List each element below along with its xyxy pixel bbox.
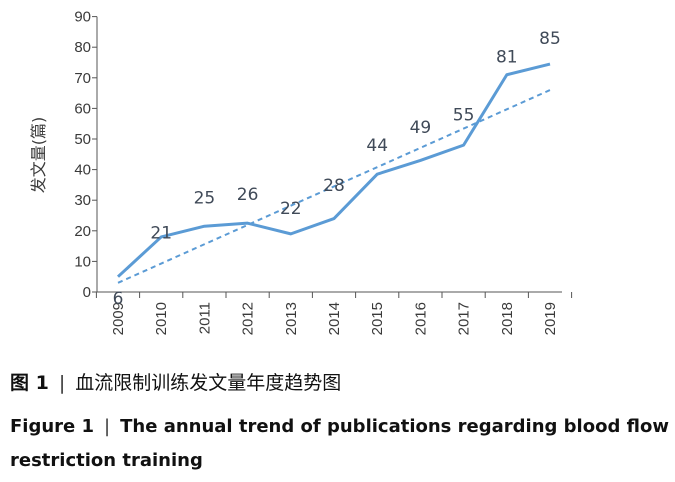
data-label: 55 [453,106,475,126]
data-label: 26 [237,185,259,205]
data-labels: 6 21 25 26 22 28 44 49 55 81 85 [113,29,561,309]
y-tick-label: 40 [74,162,91,179]
data-label: 21 [150,223,172,243]
data-label: 6 [113,289,124,309]
x-tick-label: 2015 [369,302,386,335]
x-tick-label: 2011 [196,302,213,334]
caption-cn-text: 血流限制训练发文量年度趋势图 [75,372,342,394]
publication-count-line [116,62,551,278]
y-tick-label: 30 [74,192,91,209]
caption-cn-figure-number: 图 1 [10,372,49,394]
x-ticks: 2009 2010 2011 2012 2013 2014 2015 2016 2017 2018… [95,292,573,335]
data-label: 44 [366,136,388,156]
x-tick-label: 2010 [153,302,170,335]
y-tick-label: 0 [83,284,91,301]
series-lines [116,62,551,284]
data-label: 22 [280,199,302,219]
y-ticks: 0 10 20 30 40 50 60 70 80 90 [74,9,97,301]
y-tick-label: 50 [74,131,91,148]
y-tick-label: 60 [74,100,91,117]
data-label: 28 [323,176,345,196]
caption-chinese: 图 1 | 血流限制训练发文量年度趋势图 [10,368,341,395]
x-tick-label: 2009 [110,302,127,335]
caption-english: Figure 1 | The annual trend of publication… [10,410,675,478]
data-label: 25 [194,188,216,208]
x-tick-label: 2016 [412,302,429,335]
data-label: 49 [410,118,432,138]
y-axis-label: 发文量(篇) [29,117,48,194]
caption-en-figure-number: Figure 1 [10,416,95,437]
x-tick-label: 2013 [283,302,300,335]
y-tick-label: 10 [74,253,91,270]
x-tick-label: 2017 [456,302,473,335]
x-tick-label: 2018 [499,302,516,335]
data-label: 85 [539,29,561,49]
caption-en-separator: | [104,416,111,437]
caption-cn-separator: | [58,372,66,394]
trend-line [117,89,551,284]
line-chart: 0 10 20 30 40 50 60 70 80 90 2009 2010 2011 2012 2013… [29,9,573,335]
chart-axes [96,16,562,293]
x-tick-label: 2012 [240,302,257,335]
y-tick-label: 70 [74,70,91,87]
y-tick-label: 20 [74,223,91,240]
x-tick-label: 2014 [326,302,343,335]
y-tick-label: 90 [74,9,91,26]
x-tick-label: 2019 [542,302,559,335]
data-label: 81 [496,48,518,68]
caption-en-text: The annual trend of publications regardi… [10,416,669,471]
y-tick-label: 80 [74,39,91,56]
